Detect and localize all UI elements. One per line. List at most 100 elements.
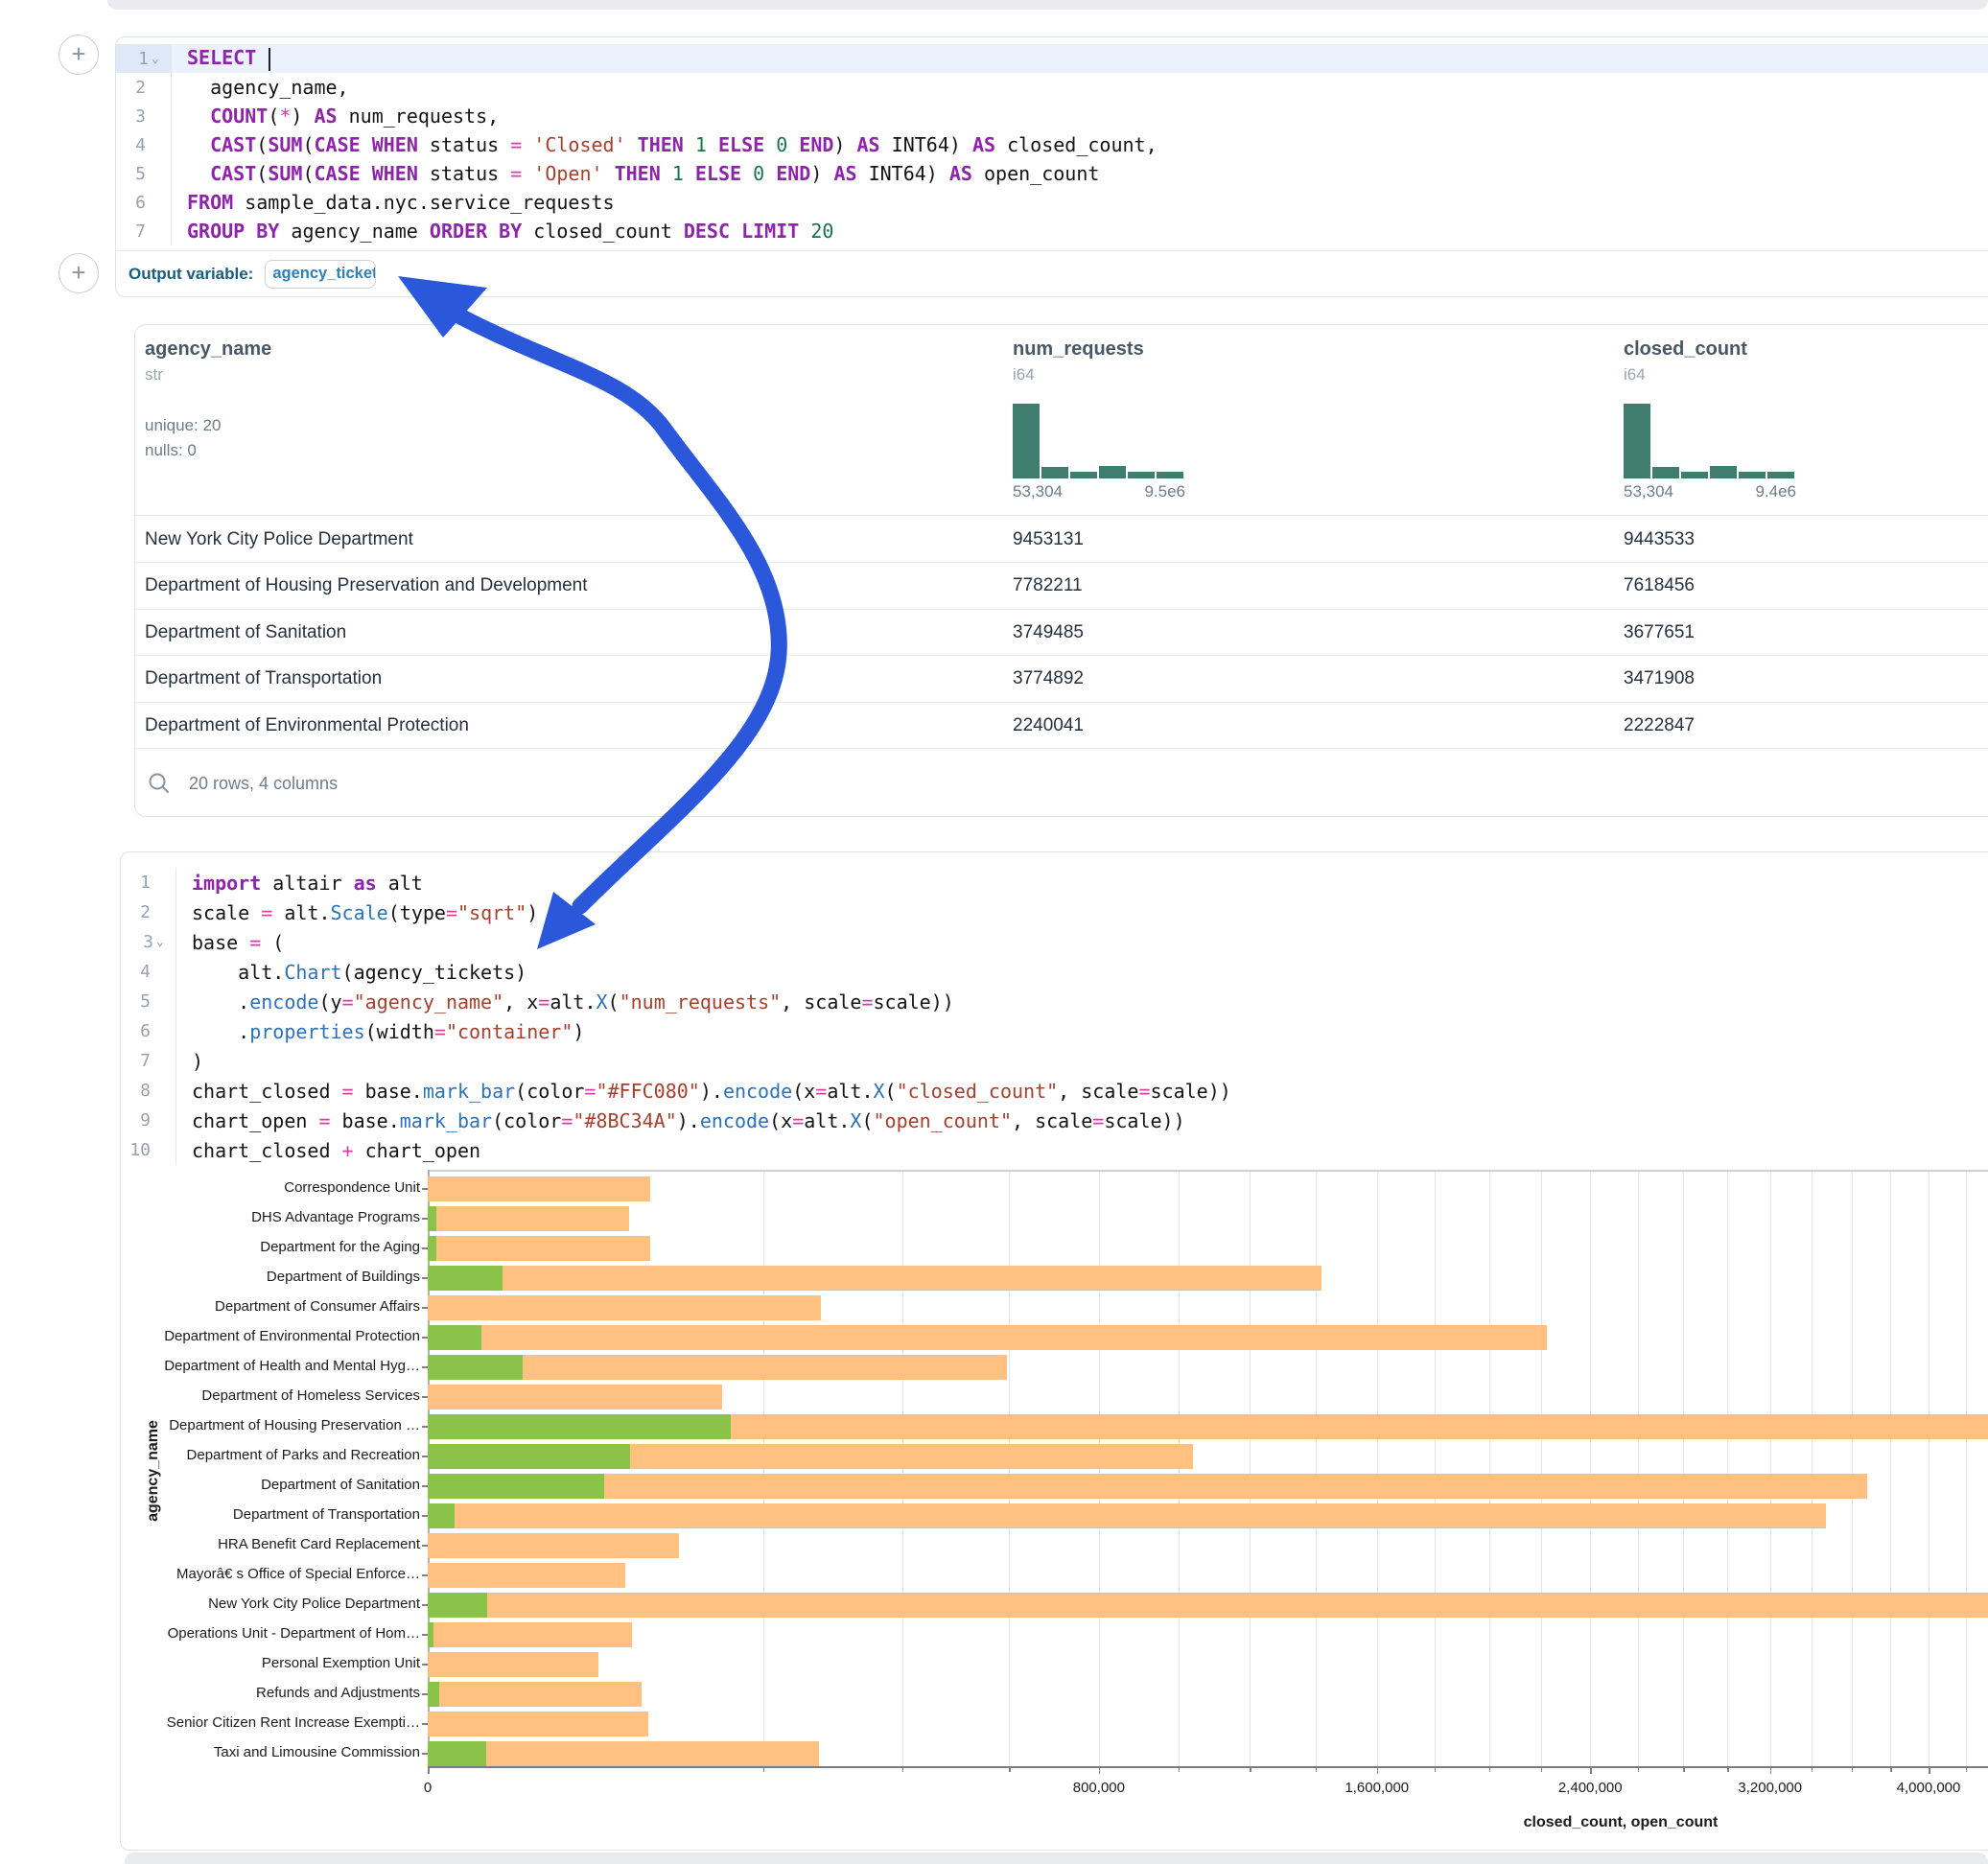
code-line-2[interactable]: 2 agency_name, (116, 73, 1988, 102)
fold-chevron-icon[interactable]: ⌄ (152, 52, 163, 66)
code-token: = (510, 162, 522, 185)
code-token: ) (291, 105, 314, 128)
line-number-gutter[interactable]: 1 (121, 868, 176, 897)
sql-code-editor[interactable]: 1⌄SELECT 2 agency_name,3 COUNT(*) AS num… (116, 44, 1988, 245)
line-number: 5 (140, 991, 151, 1012)
code-token: = (342, 990, 354, 1014)
code-token: = (584, 1080, 596, 1103)
python-code-editor[interactable]: 1import altair as alt2scale = alt.Scale(… (121, 868, 1988, 1165)
code-token: import (192, 872, 261, 895)
line-number-gutter[interactable]: 6 (116, 188, 172, 217)
column-name: agency_name (145, 338, 720, 361)
table-footer: 20 rows, 4 columns (147, 758, 338, 808)
code-line-10[interactable]: 10chart_closed + chart_open (121, 1135, 1988, 1165)
line-number-gutter[interactable]: 10 (121, 1135, 176, 1165)
code-token: ( (256, 162, 268, 185)
output-variable-pill[interactable]: agency_tickets (265, 260, 376, 289)
code-token: ( (268, 105, 279, 128)
line-number-gutter[interactable]: 5 (121, 987, 176, 1016)
code-token: . (192, 1020, 249, 1043)
line-number-gutter[interactable]: 1⌄ (116, 44, 172, 73)
line-number-gutter[interactable]: 4 (116, 130, 172, 159)
code-token: alt. (192, 961, 284, 984)
table-row[interactable]: Department of Housing Preservation and D… (135, 563, 1988, 610)
line-number-gutter[interactable]: 3 (116, 102, 172, 130)
code-line-5[interactable]: 5 .encode(y="agency_name", x=alt.X("num_… (121, 987, 1988, 1016)
table-row[interactable]: Department of Sanitation37494853677651 (135, 610, 1988, 657)
code-line-6[interactable]: 6 .properties(width="container") (121, 1016, 1988, 1046)
code-token (764, 133, 776, 156)
histogram-max-label: 9.4e6 (1729, 482, 1796, 501)
table-row[interactable]: Department of Environmental Protection22… (135, 703, 1988, 750)
code-line-3[interactable]: 3⌄base = ( (121, 927, 1988, 957)
code-line-9[interactable]: 9chart_open = base.mark_bar(color="#8BC3… (121, 1106, 1988, 1135)
line-number: 3 (135, 106, 146, 127)
code-token: "#8BC34A" (573, 1109, 676, 1132)
output-variable-label: Output variable: (129, 265, 253, 284)
line-number-gutter[interactable]: 2 (116, 73, 172, 102)
code-token: = (1138, 1080, 1150, 1103)
code-text: .properties(width="container") (176, 1020, 584, 1043)
code-token: , scale (1058, 1080, 1138, 1103)
line-number: 2 (140, 902, 151, 922)
code-token: (type (388, 901, 446, 924)
code-token: (color (492, 1109, 561, 1132)
column-header-agency-name[interactable]: agency_name str unique: 20 nulls: 0 (145, 338, 720, 460)
code-line-8[interactable]: 8chart_closed = base.mark_bar(color="#FF… (121, 1076, 1988, 1106)
code-token: AS (833, 162, 856, 185)
code-token: "closed_count" (897, 1080, 1059, 1103)
fold-chevron-icon[interactable]: ⌄ (156, 935, 168, 949)
code-token: 0 (776, 133, 787, 156)
code-line-3[interactable]: 3 COUNT(*) AS num_requests, (116, 102, 1988, 130)
code-line-4[interactable]: 4 alt.Chart(agency_tickets) (121, 957, 1988, 987)
line-number-gutter[interactable]: 7 (121, 1046, 176, 1076)
line-number-gutter[interactable]: 2 (121, 897, 176, 927)
code-token: "sqrt" (457, 901, 526, 924)
code-token: WHEN (372, 162, 418, 185)
code-token (187, 162, 210, 185)
code-token: CASE (314, 162, 360, 185)
sql-cell: 1⌄SELECT 2 agency_name,3 COUNT(*) AS num… (115, 36, 1988, 297)
code-token: ) (526, 901, 538, 924)
line-number-gutter[interactable]: 8 (121, 1076, 176, 1106)
code-token: 20 (810, 220, 833, 243)
line-number-gutter[interactable]: 7 (116, 217, 172, 245)
add-cell-button[interactable]: + (58, 253, 99, 293)
code-line-4[interactable]: 4 CAST(SUM(CASE WHEN status = 'Closed' T… (116, 130, 1988, 159)
line-number-gutter[interactable]: 9 (121, 1106, 176, 1135)
line-number-gutter[interactable]: 5 (116, 159, 172, 188)
code-token (661, 162, 672, 185)
code-text: scale = alt.Scale(type="sqrt") (176, 901, 538, 924)
histogram-bar (1710, 466, 1737, 478)
code-line-1[interactable]: 1import altair as alt (121, 868, 1988, 897)
table-row[interactable]: Department of Transportation377489234719… (135, 656, 1988, 703)
code-text: FROM sample_data.nyc.service_requests (172, 191, 615, 214)
code-line-7[interactable]: 7) (121, 1046, 1988, 1076)
search-icon[interactable] (147, 771, 172, 796)
code-token: (color (515, 1080, 584, 1103)
add-cell-button[interactable]: + (58, 35, 99, 75)
line-number: 7 (140, 1051, 151, 1071)
column-type: str (145, 365, 720, 384)
previous-cell-edge (107, 0, 1988, 10)
column-header-num-requests[interactable]: num_requests i64 53,304 9.5e6 (1013, 338, 1415, 384)
code-line-7[interactable]: 7GROUP BY agency_name ORDER BY closed_co… (116, 217, 1988, 245)
line-number-gutter[interactable]: 4 (121, 957, 176, 987)
code-line-6[interactable]: 6 FROM sample_data.nyc.service_requests (116, 188, 1988, 217)
code-line-5[interactable]: 5 CAST(SUM(CASE WHEN status = 'Open' THE… (116, 159, 1988, 188)
line-number-gutter[interactable]: 6 (121, 1016, 176, 1046)
code-token (764, 162, 776, 185)
code-token: , scale (1012, 1109, 1092, 1132)
code-token (626, 133, 638, 156)
table-row[interactable]: New York City Police Department945313194… (135, 517, 1988, 564)
code-token: encode (723, 1080, 792, 1103)
line-number: 2 (135, 78, 146, 98)
line-number: 6 (135, 193, 146, 213)
line-number-gutter[interactable]: 3⌄ (121, 927, 176, 957)
column-header-closed-count[interactable]: closed_count i64 53,304 9.4e6 (1624, 338, 1988, 384)
code-token: "#FFC080" (596, 1080, 699, 1103)
code-line-1[interactable]: 1⌄SELECT (116, 44, 1988, 73)
line-number: 6 (140, 1021, 151, 1041)
code-line-2[interactable]: 2 scale = alt.Scale(type="sqrt") (121, 897, 1988, 927)
code-token: INT64) (880, 133, 972, 156)
